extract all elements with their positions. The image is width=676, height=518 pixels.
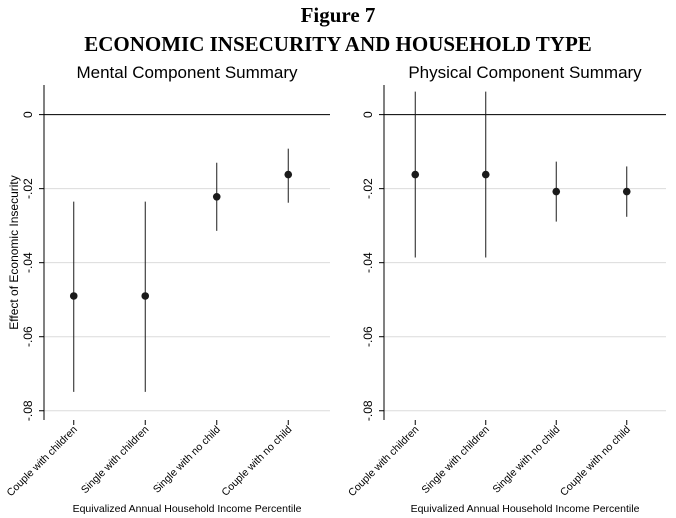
x-tick-label: Couple with no child — [219, 424, 294, 499]
y-tick-label: 0 — [21, 111, 35, 118]
figure-title: ECONOMIC INSECURITY AND HOUSEHOLD TYPE — [84, 32, 592, 56]
point-estimate — [69, 292, 78, 300]
point-estimate — [622, 187, 631, 196]
point-estimate — [284, 170, 293, 179]
y-tick-label: -.04 — [21, 252, 35, 273]
y-tick-label: -.06 — [361, 326, 375, 347]
x-axis-label: Equivalized Annual Household Income Perc… — [411, 503, 640, 515]
x-tick-label: Couple with children — [5, 424, 80, 499]
x-tick-label: Single with no child — [490, 424, 562, 496]
point-estimate — [481, 170, 490, 179]
y-tick-label: -.06 — [21, 326, 35, 347]
x-tick-label: Couple with no child — [558, 424, 633, 499]
y-tick-label: 0 — [361, 111, 375, 118]
x-tick-label: Single with children — [419, 424, 492, 497]
point-estimate — [411, 170, 420, 179]
x-tick-label: Single with no child — [151, 424, 223, 496]
point-estimate — [552, 187, 561, 196]
panel-title: Mental Component Summary — [76, 63, 298, 82]
y-tick-label: -.02 — [361, 178, 375, 199]
panel-title: Physical Component Summary — [408, 63, 642, 82]
y-tick-label: -.04 — [361, 252, 375, 273]
y-tick-label: -.02 — [21, 178, 35, 199]
x-axis-label: Equivalized Annual Household Income Perc… — [73, 503, 302, 515]
y-tick-label: -.08 — [21, 400, 35, 421]
x-tick-label: Couple with children — [346, 424, 421, 499]
point-estimate — [141, 292, 150, 300]
y-axis-label: Effect of Economic Insecurity — [7, 175, 21, 330]
x-tick-label: Single with children — [79, 424, 152, 497]
point-estimate — [212, 192, 221, 201]
figure-number: Figure 7 — [301, 3, 376, 27]
y-tick-label: -.08 — [361, 400, 375, 421]
